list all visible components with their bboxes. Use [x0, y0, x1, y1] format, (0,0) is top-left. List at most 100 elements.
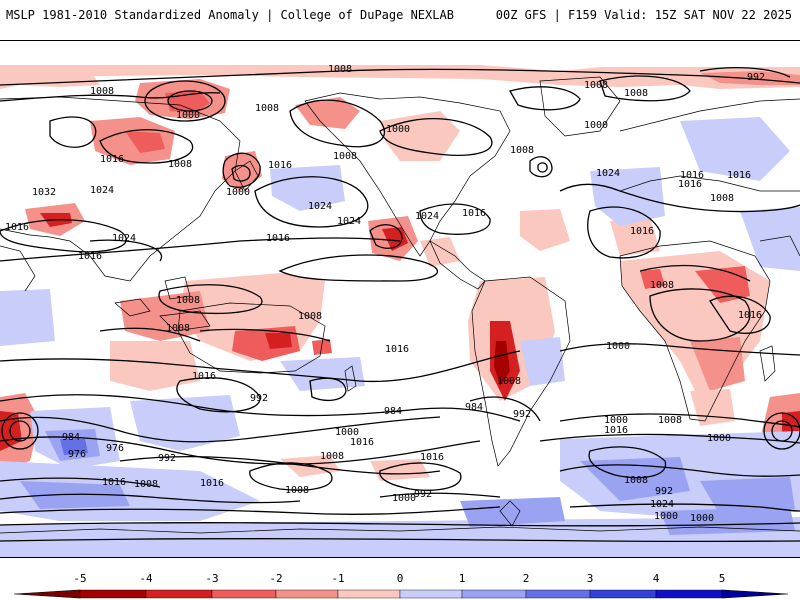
colorbar-bin — [589, 589, 657, 599]
colorbar-tick-label: 2 — [522, 572, 530, 585]
colorbar-bin — [79, 589, 147, 599]
isobar-label: 1008 — [658, 415, 682, 426]
isobar-label: 1008 — [255, 103, 279, 114]
isobar-label: 1016 — [200, 478, 224, 489]
isobar-label: 1016 — [678, 179, 702, 190]
isobar-label: 1016 — [630, 226, 654, 237]
isobar-label: 1008 — [584, 80, 608, 91]
anomaly-negative-region — [420, 237, 460, 267]
colorbar-bin — [399, 589, 463, 599]
colorbar-tick-label: -5 — [73, 572, 87, 585]
anomaly-negative-region — [380, 111, 460, 161]
anomaly-negative-region — [222, 151, 262, 191]
isobar-labels: 1008 1008 1000 1008 1016 1008 1000 1016 … — [5, 64, 765, 524]
anomaly-negative-region — [125, 131, 165, 153]
colorbar: -5 -4 -3 -2 -1 0 1 2 3 4 5 — [0, 572, 800, 600]
isobar-label: 1016 — [680, 170, 704, 181]
isobar-label: 1016 — [385, 344, 409, 355]
isobar-label: 1032 — [32, 187, 56, 198]
anomaly-negative-region — [494, 341, 510, 386]
isobar-label: 1000 — [584, 120, 608, 131]
isobar-label: 1000 — [386, 124, 410, 135]
isobar-label: 976 — [68, 449, 86, 460]
anomaly-negative-region — [610, 217, 660, 256]
colorbar-scale — [13, 589, 789, 599]
anomaly-negative-region — [640, 269, 665, 289]
anomaly-negative-region — [312, 339, 332, 355]
isobar-label: 1000 — [226, 187, 250, 198]
isobar-label: 1016 — [350, 437, 374, 448]
isobar-label: 1016 — [102, 477, 126, 488]
anomaly-negative-region — [110, 341, 200, 391]
isobar-label: 1000 — [690, 513, 714, 524]
isobar-label: 1008 — [134, 479, 158, 490]
anomaly-negative-region — [295, 97, 360, 129]
anomaly-negative-region — [0, 65, 800, 89]
anomaly-positive-region — [0, 289, 55, 346]
anomaly-negative-region — [265, 333, 292, 349]
isobar-label: 1008 — [166, 323, 190, 334]
colorbar-bin — [145, 589, 213, 599]
map-canvas: 1008 1008 1000 1008 1016 1008 1000 1016 … — [0, 64, 800, 557]
isobar-label: 1008 — [624, 475, 648, 486]
anomaly-map: 1008 1008 1000 1008 1016 1008 1000 1016 … — [0, 40, 800, 558]
colorbar-bin — [211, 589, 277, 599]
isobar-label: 1008 — [650, 280, 674, 291]
isobar-label: 1008 — [710, 193, 734, 204]
anomaly-positive-region — [60, 439, 88, 455]
map-title: MSLP 1981-2010 Standardized Anomaly | Co… — [6, 8, 454, 22]
anomaly-positive-region — [660, 507, 795, 535]
isobar-label: 992 — [158, 453, 176, 464]
colorbar-bin — [461, 589, 527, 599]
isobar-label: 1000 — [176, 110, 200, 121]
anomaly-positive-region — [280, 357, 365, 391]
anomaly-positive-region — [270, 165, 345, 211]
isobar-label: 984 — [465, 402, 483, 413]
isobar-label: 1024 — [337, 216, 361, 227]
anomaly-positive-region — [680, 117, 790, 181]
isobar-label: 1024 — [90, 185, 114, 196]
anomaly-negative-region — [370, 459, 430, 481]
isobar-label: 1016 — [738, 310, 762, 321]
isobar-label: 1024 — [596, 168, 620, 179]
isobar-label: 1008 — [176, 295, 200, 306]
colorbar-tick-label: 3 — [586, 572, 594, 585]
isobar-label: 992 — [250, 393, 268, 404]
isobar-label: 1016 — [266, 233, 290, 244]
isobar-label: 992 — [655, 486, 673, 497]
isobar-label: 992 — [747, 72, 765, 83]
anomaly-positive-region — [0, 517, 800, 557]
isobar-label: 992 — [414, 489, 432, 500]
isobars — [0, 66, 800, 543]
colorbar-bin — [525, 589, 591, 599]
isobar-label: 1000 — [335, 427, 359, 438]
isobar-label: 1000 — [606, 341, 630, 352]
isobar-label: 1000 — [604, 415, 628, 426]
isobar-label: 1008 — [320, 451, 344, 462]
anomaly-positive-region — [460, 497, 565, 527]
model-valid-time: 00Z GFS | F159 Valid: 15Z SAT NOV 22 202… — [495, 8, 792, 22]
isobar-label: 1008 — [168, 159, 192, 170]
colorbar-bin — [655, 589, 723, 599]
isobar-label: 1008 — [285, 485, 309, 496]
isobar-label: 1008 — [298, 311, 322, 322]
isobar-label: 984 — [62, 432, 80, 443]
isobar-label: 1016 — [5, 222, 29, 233]
colorbar-tick-label: 0 — [396, 572, 404, 585]
anomaly-negative-region — [690, 389, 735, 426]
colorbar-bin — [275, 589, 339, 599]
isobar-label: 992 — [513, 409, 531, 420]
isobar-label: 1000 — [654, 511, 678, 522]
isobar-label: 1016 — [727, 170, 751, 181]
coastlines — [0, 76, 800, 534]
anomaly-negative-region — [520, 209, 570, 251]
isobar-label: 1008 — [497, 376, 521, 387]
isobar-label: 1008 — [333, 151, 357, 162]
isobar-label: 1016 — [420, 452, 444, 463]
map-header: MSLP 1981-2010 Standardized Anomaly | Co… — [0, 0, 800, 30]
colorbar-tick-label: -2 — [269, 572, 283, 585]
isobar-label: 1024 — [112, 233, 136, 244]
isobar-label: 984 — [384, 406, 402, 417]
isobar-label: 1016 — [604, 425, 628, 436]
colorbar-tick-label: -3 — [205, 572, 219, 585]
